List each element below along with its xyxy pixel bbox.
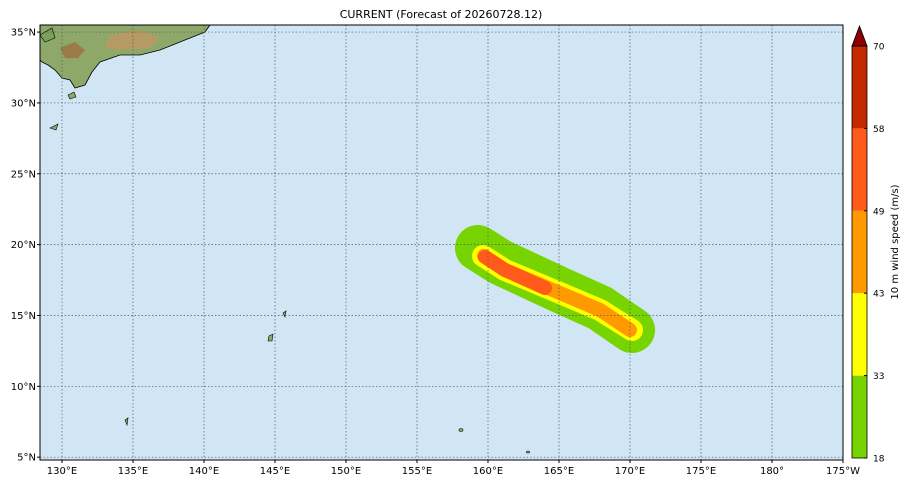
graticule: 130°E 135°E 140°E 145°E 150°E 155°E 160°E 165°E… (11, 25, 860, 477)
y-tick-label: 15°N (11, 311, 36, 322)
y-tick-label: 30°N (11, 98, 36, 109)
x-tick-label: 140°E (189, 466, 219, 477)
colorbar-segment (852, 128, 867, 211)
colorbar-segment (852, 375, 867, 458)
colorbar-segment (852, 46, 867, 129)
colorbar-segment (852, 210, 867, 294)
x-tick-label: 175°W (826, 466, 860, 477)
colorbar-extension (851, 24, 868, 47)
x-tick-label: 175°E (686, 466, 716, 477)
y-tick-label: 5°N (17, 453, 36, 464)
x-tick-label: 130°E (47, 466, 77, 477)
y-tick-label: 10°N (11, 382, 36, 393)
x-tick-label: 145°E (260, 466, 290, 477)
x-tick-label: 180° (760, 466, 784, 477)
x-tick-label: 155°E (402, 466, 432, 477)
x-tick-label: 135°E (118, 466, 148, 477)
colorbar-tick-label: 33 (873, 372, 884, 382)
x-tick-label: 170°E (615, 466, 645, 477)
y-tick-label: 20°N (11, 240, 36, 251)
x-tick-label: 160°E (473, 466, 503, 477)
colorbar-tick-label: 70 (873, 43, 885, 53)
colorbar-tick-label: 49 (873, 207, 885, 217)
map-title: CURRENT (Forecast of 20260728.12) (340, 8, 543, 21)
colorbar-tick-label: 18 (873, 455, 885, 465)
colorbar-segment (852, 293, 867, 376)
colorbar-label: 10 m wind speed (m/s) (890, 184, 901, 299)
y-tick-label: 35°N (11, 28, 36, 39)
x-tick-label: 150°E (331, 466, 361, 477)
x-tick-label: 165°E (544, 466, 574, 477)
colorbar-tick-label: 58 (873, 125, 885, 135)
y-tick-label: 25°N (11, 169, 36, 180)
map-frame (39, 24, 844, 461)
land (39, 24, 530, 454)
colorbar-tick-label: 43 (873, 290, 884, 300)
colorbar-frame (851, 45, 868, 459)
ocean (40, 25, 843, 460)
colorbar: 18 33 43 49 58 70 (851, 24, 885, 465)
